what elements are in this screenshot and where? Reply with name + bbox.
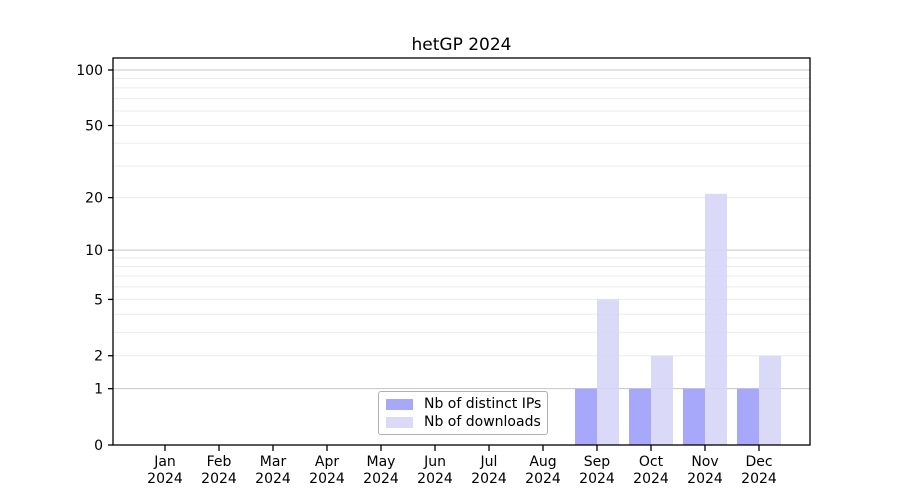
y-tick-label: 100 (76, 63, 103, 79)
x-tick-label: Mar 2024 (255, 454, 291, 487)
x-tick-label: Dec 2024 (741, 454, 777, 487)
bar (705, 193, 727, 445)
legend-swatch-downloads (386, 416, 413, 428)
legend-label-downloads: Nb of downloads (424, 414, 541, 430)
plot-border (112, 57, 811, 446)
legend: Nb of distinct IPs Nb of downloads (378, 391, 548, 435)
x-tick-label: Nov 2024 (687, 454, 723, 487)
x-tick-label: Jun 2024 (417, 454, 453, 487)
x-tick-label: Oct 2024 (633, 454, 669, 487)
legend-label-distinct-ips: Nb of distinct IPs (424, 396, 542, 412)
legend-entry-distinct-ips: Nb of distinct IPs (386, 396, 542, 412)
bar (759, 355, 781, 445)
x-tick-label: Sep 2024 (579, 454, 615, 487)
x-tick-label: May 2024 (363, 454, 399, 487)
y-tick-label: 2 (94, 349, 103, 365)
x-tick-label: Apr 2024 (309, 454, 345, 487)
x-tick-label: Feb 2024 (201, 454, 237, 487)
x-tick-label: Jan 2024 (147, 454, 183, 487)
y-tick-label: 10 (85, 243, 103, 259)
chart-title: hetGP 2024 (411, 35, 512, 55)
bar (575, 388, 597, 445)
legend-swatch-distinct-ips (386, 398, 413, 410)
y-tick-label: 50 (85, 119, 103, 135)
x-tick-label: Jul 2024 (471, 454, 507, 487)
y-tick-label: 1 (94, 382, 103, 398)
bar (683, 388, 705, 445)
bar (597, 299, 619, 445)
bar (651, 355, 673, 445)
y-tick-label: 5 (94, 292, 103, 308)
bar (629, 388, 651, 445)
y-tick-label: 0 (94, 438, 103, 454)
x-tick-label: Aug 2024 (525, 454, 561, 487)
y-tick-label: 20 (85, 191, 103, 207)
legend-entry-downloads: Nb of downloads (386, 414, 541, 430)
bar (737, 388, 759, 445)
